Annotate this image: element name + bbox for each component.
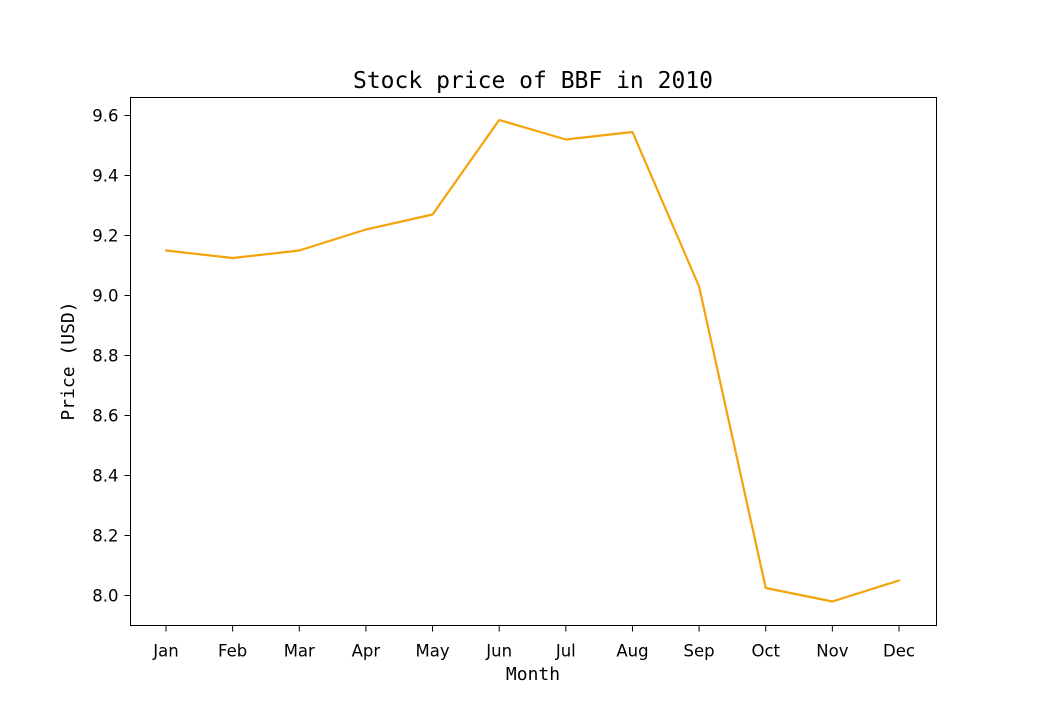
y-tick-label: 9.2 xyxy=(92,227,118,246)
y-tick-label: 9.6 xyxy=(92,107,118,126)
x-tick-label: Apr xyxy=(352,642,381,661)
plot-area-frame xyxy=(130,97,937,626)
y-tick-label: 8.2 xyxy=(92,527,118,546)
series-line xyxy=(164,118,901,603)
x-tick-label: Sep xyxy=(684,642,715,661)
y-axis: 8.0 8.2 8.4 8.6 8.8 9.0 9.2 9.4 9.6 xyxy=(92,107,131,606)
x-tick-label: Aug xyxy=(616,642,648,661)
x-tick-label: Jul xyxy=(555,642,576,661)
x-axis-label: Month xyxy=(506,664,560,685)
x-tick-label: Feb xyxy=(218,642,247,661)
y-axis-label: Price (USD) xyxy=(58,301,79,420)
y-tick-label: 9.4 xyxy=(92,167,118,186)
y-tick-label: 8.6 xyxy=(92,407,118,426)
x-tick-label: Mar xyxy=(284,642,315,661)
y-tick-label: 9.0 xyxy=(92,287,118,306)
x-tick-label: Nov xyxy=(816,642,848,661)
y-tick-label: 8.4 xyxy=(92,467,118,486)
y-tick-label: 8.8 xyxy=(92,347,118,366)
x-tick-label: May xyxy=(415,642,449,661)
x-axis: Jan Feb Mar Apr May Jun Jul Aug Sep Oct Nov Dec xyxy=(152,625,915,661)
x-tick-label: Dec xyxy=(883,642,915,661)
chart-title: Stock price of BBF in 2010 xyxy=(353,68,713,94)
x-tick-label: Jun xyxy=(485,642,512,661)
y-tick-label: 8.0 xyxy=(92,587,118,606)
series-layer xyxy=(164,118,901,603)
x-tick-label: Jan xyxy=(152,642,178,661)
x-tick-label: Oct xyxy=(751,642,780,661)
